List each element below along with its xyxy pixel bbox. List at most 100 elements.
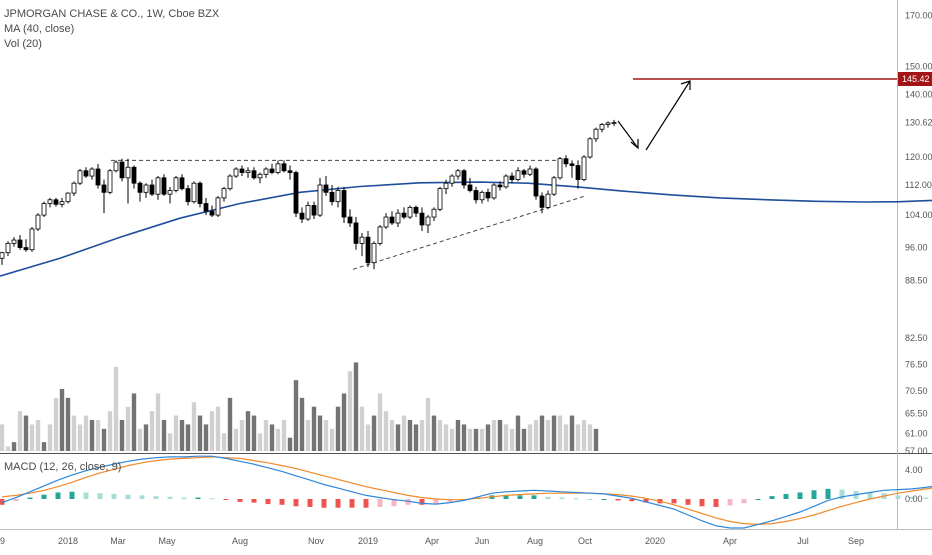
drawing-arrow-down[interactable] xyxy=(617,120,639,149)
volume-bar xyxy=(413,424,419,451)
candle xyxy=(119,161,125,179)
macd-histogram-bar xyxy=(839,489,845,499)
candle xyxy=(359,236,365,244)
candle xyxy=(95,168,101,186)
drawing-arrow-up[interactable] xyxy=(645,80,691,151)
volume-bar xyxy=(533,420,539,451)
macd-histogram-bar xyxy=(391,499,397,507)
macd-histogram-bar xyxy=(811,490,817,499)
macd-axis-label: 0.00 xyxy=(905,494,923,504)
macd-histogram-bar xyxy=(335,499,341,508)
volume-bar xyxy=(329,428,335,451)
candle xyxy=(71,182,77,194)
time-axis-label: 9 xyxy=(0,536,5,546)
candle xyxy=(515,170,521,181)
volume-bar xyxy=(107,411,113,451)
candle xyxy=(527,168,533,175)
volume-bar xyxy=(545,420,551,451)
macd-histogram-bar xyxy=(783,493,789,499)
macd-histogram-bar xyxy=(545,496,551,499)
candle xyxy=(437,188,443,210)
candle xyxy=(587,138,593,158)
macd-histogram-bar xyxy=(13,499,19,502)
volume-bar xyxy=(569,415,575,451)
volume-bar xyxy=(11,442,17,451)
volume-indicator-label[interactable]: Vol (20) xyxy=(4,38,42,50)
volume-bar xyxy=(77,424,83,451)
candle xyxy=(491,184,497,199)
candle xyxy=(389,216,395,224)
candle xyxy=(509,175,515,181)
volume-bar xyxy=(233,428,239,451)
price-axis-label: 61.00 xyxy=(905,428,928,438)
volume-bar xyxy=(341,393,347,451)
volume-bar xyxy=(443,424,449,451)
macd-histogram-bar xyxy=(797,492,803,499)
macd-histogram-bar xyxy=(405,499,411,505)
candle xyxy=(17,239,23,248)
ma-indicator-label[interactable]: MA (40, close) xyxy=(4,23,75,35)
macd-histogram-bar xyxy=(685,499,691,505)
candle xyxy=(551,177,557,195)
time-axis-label: 2018 xyxy=(58,536,78,546)
symbol-title[interactable]: JPMORGAN CHASE & CO., 1W, Cboe BZX xyxy=(4,8,220,20)
candle xyxy=(323,184,329,193)
volume-bar xyxy=(197,415,203,451)
candle xyxy=(443,182,449,190)
candle xyxy=(155,177,161,195)
macd-histogram-bar xyxy=(223,499,229,500)
volume-bar xyxy=(155,393,161,451)
volume-bar xyxy=(95,420,101,451)
macd-histogram-bar xyxy=(97,493,103,499)
macd-histogram-bar xyxy=(181,497,187,499)
volume-bar xyxy=(71,415,77,451)
candle xyxy=(431,208,437,218)
macd-histogram-bar xyxy=(559,497,565,499)
volume-bar xyxy=(383,411,389,451)
volume-bar xyxy=(227,397,233,451)
price-axis-label: 96.00 xyxy=(905,243,928,253)
macd-histogram-bar xyxy=(265,499,271,505)
volume-bar xyxy=(563,424,569,451)
candle xyxy=(269,168,275,173)
volume-bar xyxy=(593,428,599,451)
macd-histogram-bar xyxy=(377,499,383,507)
macd-histogram-bar xyxy=(727,499,733,506)
macd-histogram-bar xyxy=(601,499,607,500)
time-axis-label: Jul xyxy=(797,536,809,546)
volume-bar xyxy=(149,411,155,451)
macd-histogram-bar xyxy=(195,497,201,499)
volume-bar xyxy=(473,428,479,451)
volume-bar xyxy=(323,420,329,451)
volume-bar xyxy=(401,415,407,451)
macd-histogram-bar xyxy=(27,497,33,499)
volume-bar xyxy=(287,437,293,451)
macd-histogram-bar xyxy=(573,498,579,500)
candle xyxy=(227,175,233,190)
macd-histogram-bar xyxy=(279,499,285,505)
candle xyxy=(479,191,485,201)
macd-histogram-bar xyxy=(643,499,649,503)
price-axis-label: 88.50 xyxy=(905,276,928,286)
macd-indicator-label[interactable]: MACD (12, 26, close, 9) xyxy=(4,461,122,473)
macd-histogram-bar xyxy=(867,492,873,499)
drawing-arrow-up-head xyxy=(680,80,691,90)
target-price-tag[interactable] xyxy=(898,72,932,86)
candle xyxy=(383,216,389,228)
candle xyxy=(413,206,419,214)
candle xyxy=(377,226,383,244)
support-trendline[interactable] xyxy=(352,195,586,270)
macd-histogram-bar xyxy=(671,499,677,504)
candle xyxy=(395,212,401,224)
candle xyxy=(143,184,149,193)
candle xyxy=(41,203,47,216)
volume-bar xyxy=(503,424,509,451)
candle xyxy=(47,199,53,204)
macd-histogram-bar xyxy=(307,499,313,507)
macd-histogram-bar xyxy=(321,499,327,508)
candle xyxy=(65,192,71,203)
macd-histogram-bar xyxy=(237,499,243,502)
volume-bar xyxy=(431,415,437,451)
